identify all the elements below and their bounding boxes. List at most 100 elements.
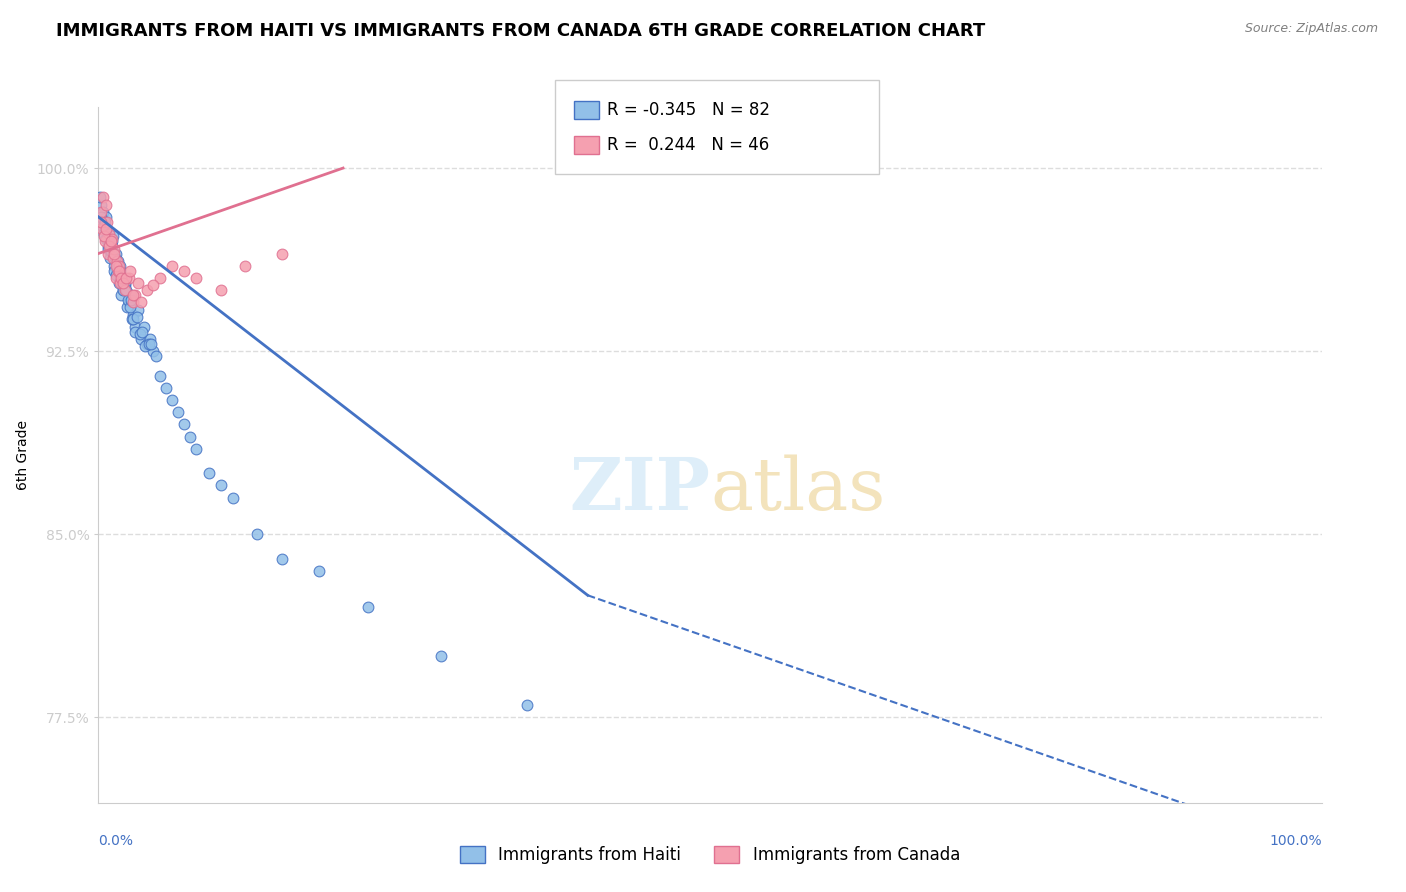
- Point: [112, 271, 135, 285]
- Point: [96, 232, 118, 246]
- Point: [96, 222, 118, 236]
- Point: [112, 276, 135, 290]
- Point: [121, 312, 143, 326]
- Point: [107, 263, 129, 277]
- Point: [117, 293, 139, 307]
- Point: [108, 259, 131, 273]
- Point: [118, 295, 141, 310]
- Point: [124, 319, 146, 334]
- Point: [430, 649, 453, 664]
- Point: [91, 190, 114, 204]
- Text: 100.0%: 100.0%: [1270, 834, 1322, 848]
- Point: [125, 310, 148, 324]
- Point: [149, 368, 172, 383]
- Point: [142, 278, 165, 293]
- Point: [94, 197, 117, 211]
- Point: [114, 276, 136, 290]
- Point: [96, 215, 118, 229]
- Point: [138, 336, 160, 351]
- Text: R =  0.244   N = 46: R = 0.244 N = 46: [607, 136, 769, 154]
- Point: [91, 219, 114, 234]
- Text: Source: ZipAtlas.com: Source: ZipAtlas.com: [1244, 22, 1378, 36]
- Point: [356, 600, 378, 615]
- Point: [222, 491, 245, 505]
- Point: [110, 276, 132, 290]
- Point: [91, 222, 114, 236]
- Point: [516, 698, 538, 713]
- Text: R = -0.345   N = 82: R = -0.345 N = 82: [607, 101, 770, 119]
- Point: [111, 283, 134, 297]
- Point: [100, 235, 122, 249]
- Point: [89, 190, 111, 204]
- Point: [101, 229, 124, 244]
- Point: [100, 246, 122, 260]
- Point: [121, 295, 143, 310]
- Point: [209, 478, 232, 492]
- Point: [120, 293, 142, 307]
- Point: [142, 344, 165, 359]
- Point: [132, 319, 155, 334]
- Point: [103, 246, 125, 260]
- Point: [104, 252, 127, 266]
- Point: [96, 229, 118, 244]
- Point: [129, 295, 152, 310]
- Point: [186, 271, 208, 285]
- Point: [120, 288, 142, 302]
- Point: [103, 259, 125, 273]
- Point: [100, 244, 122, 258]
- Point: [97, 239, 120, 253]
- Point: [98, 235, 121, 249]
- Point: [124, 325, 146, 339]
- Point: [246, 527, 269, 541]
- Point: [107, 263, 129, 277]
- Text: 0.0%: 0.0%: [98, 834, 134, 848]
- Point: [127, 276, 149, 290]
- Point: [104, 246, 127, 260]
- Legend: Immigrants from Haiti, Immigrants from Canada: Immigrants from Haiti, Immigrants from C…: [453, 839, 967, 871]
- Point: [93, 229, 115, 244]
- Point: [114, 278, 136, 293]
- Point: [93, 227, 115, 241]
- Point: [110, 288, 132, 302]
- Point: [124, 288, 146, 302]
- Point: [91, 205, 114, 219]
- Point: [115, 300, 138, 314]
- Point: [111, 276, 134, 290]
- Point: [94, 210, 117, 224]
- Point: [197, 467, 219, 481]
- Point: [122, 288, 145, 302]
- Point: [173, 417, 195, 432]
- Point: [127, 302, 149, 317]
- Point: [112, 283, 135, 297]
- Point: [270, 551, 294, 566]
- Point: [101, 235, 124, 249]
- Point: [91, 215, 114, 229]
- Point: [101, 232, 124, 246]
- Point: [97, 236, 120, 251]
- Point: [101, 239, 124, 253]
- Point: [90, 210, 112, 224]
- Point: [118, 263, 141, 277]
- Point: [105, 259, 128, 273]
- Point: [115, 283, 138, 297]
- Point: [105, 263, 128, 277]
- Text: atlas: atlas: [710, 454, 886, 525]
- Point: [105, 253, 128, 268]
- Point: [100, 239, 122, 253]
- Point: [160, 392, 183, 407]
- Point: [233, 259, 256, 273]
- Point: [110, 271, 132, 285]
- Point: [94, 215, 117, 229]
- Point: [90, 205, 112, 219]
- Point: [107, 276, 129, 290]
- Point: [134, 339, 156, 353]
- Text: ZIP: ZIP: [569, 454, 710, 525]
- Point: [186, 442, 208, 456]
- Point: [139, 332, 162, 346]
- Point: [136, 336, 159, 351]
- Point: [145, 349, 167, 363]
- Point: [122, 312, 145, 326]
- Point: [93, 235, 115, 249]
- Point: [121, 308, 143, 322]
- Point: [98, 227, 121, 241]
